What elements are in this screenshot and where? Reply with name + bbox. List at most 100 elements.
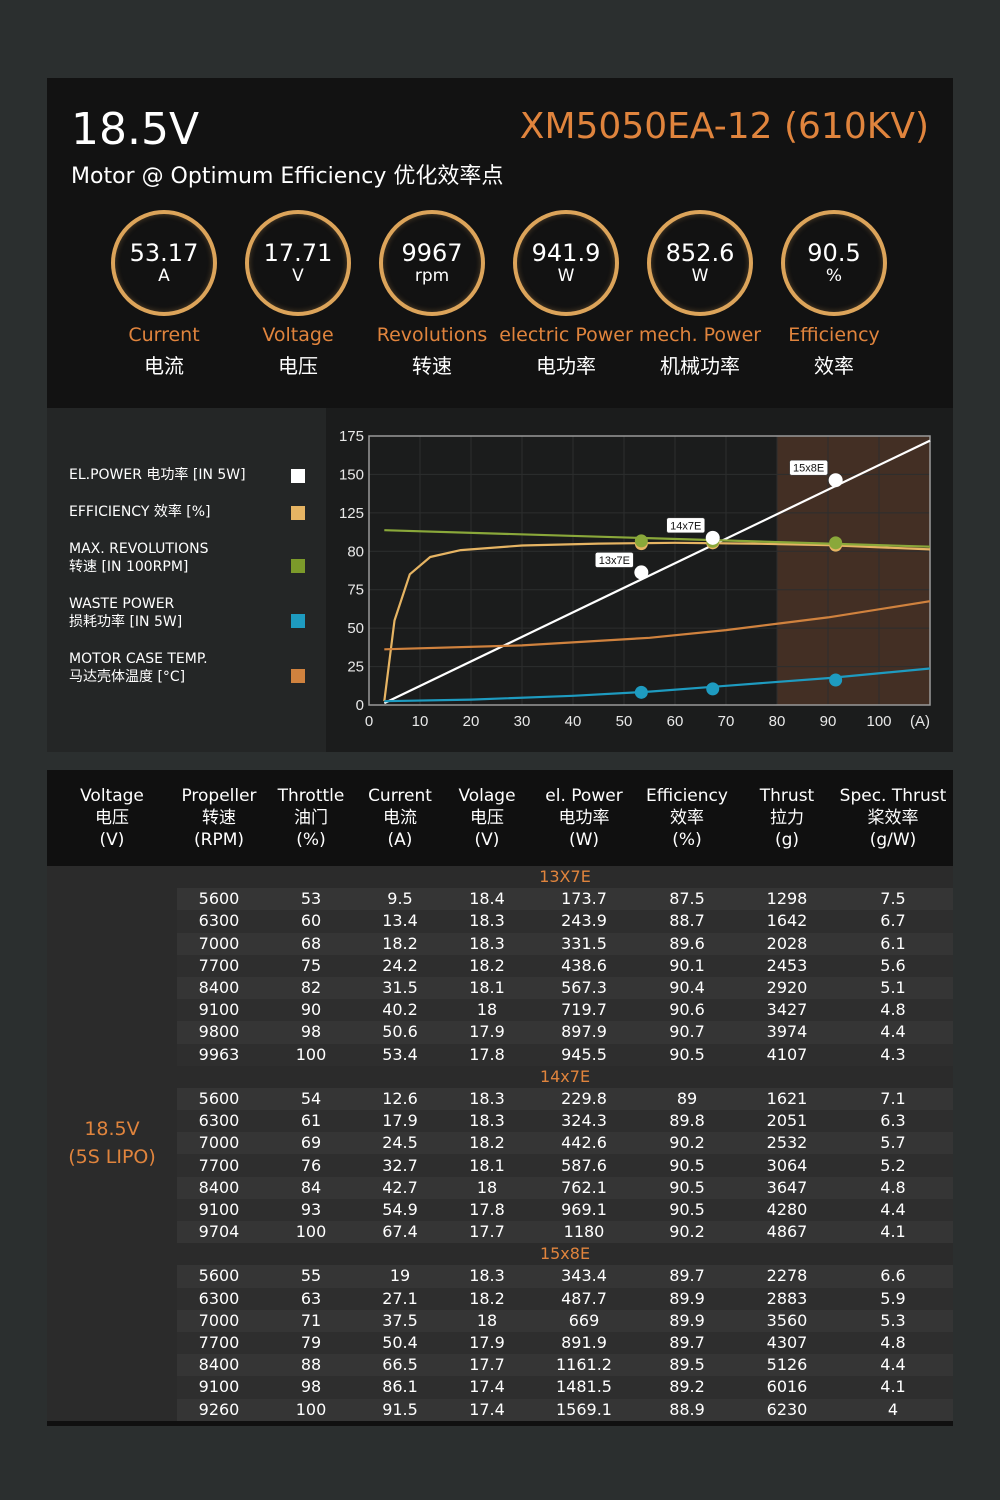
performance-table: Voltage 电压 (V) Propeller 转速 (RPM) Throttle 油门 (%… <box>47 770 953 1421</box>
table-cell: 5.1 <box>833 976 953 1000</box>
table-row: 5600 54 12.6 18.3 229.8 89 1621 7.1 <box>47 1087 953 1111</box>
table-cell: 68 <box>261 932 361 955</box>
table-cell: 2920 <box>741 976 833 1000</box>
table-cell: 438.6 <box>535 954 633 977</box>
y-tick-label: 75 <box>347 582 364 599</box>
column-header-unit: (W) <box>568 830 600 850</box>
y-tick-label: 25 <box>347 659 364 676</box>
legend-swatch <box>291 506 305 520</box>
metric-revolutions: 9967 rpm Revolutions 转速 <box>365 210 499 379</box>
table-cell: 587.6 <box>535 1154 633 1177</box>
metric-ring: 90.5 % <box>781 210 887 316</box>
metric-ring: 17.71 V <box>245 210 351 316</box>
table-cell: 243.9 <box>535 910 633 933</box>
column-header-cn: 拉力 <box>770 808 804 828</box>
legend-swatch <box>291 559 305 573</box>
table-cell: 324.3 <box>535 1110 633 1133</box>
table-cell: 19 <box>361 1265 439 1288</box>
metric-mech-power: 852.6 W mech. Power 机械功率 <box>633 210 767 379</box>
table-cell: 90 <box>261 999 361 1022</box>
metric-label-en: mech. Power <box>638 324 762 346</box>
table-cell: 90.4 <box>633 976 741 1000</box>
table-cell: 5.7 <box>833 1132 953 1155</box>
column-header-cn: 桨效率 <box>867 808 919 828</box>
table-cell: 5126 <box>741 1354 833 1377</box>
column-header-cn: 效率 <box>670 808 704 828</box>
table-cell: 9100 <box>177 999 261 1022</box>
data-point <box>634 565 649 580</box>
table-row: 8400 88 66.5 17.7 1161.2 89.5 5126 4.4 <box>47 1354 953 1377</box>
table-cell: 6016 <box>741 1376 833 1399</box>
table-cell: 442.6 <box>535 1132 633 1155</box>
table-cell: 98 <box>261 1021 361 1044</box>
column-header-unit: (g) <box>774 830 800 850</box>
column-header-cn: 电压 <box>470 808 504 828</box>
metric-label-en: Current <box>128 324 200 346</box>
table-row: 9100 98 86.1 17.4 1481.5 89.2 6016 4.1 <box>47 1376 953 1399</box>
legend-swatch <box>291 469 305 483</box>
table-cell: 331.5 <box>535 932 633 955</box>
series-line <box>383 541 931 702</box>
table-cell: 98 <box>261 1376 361 1399</box>
x-tick-label: 0 <box>365 713 373 730</box>
column-header-en: Voltage <box>80 786 144 806</box>
table-cell: 229.8 <box>535 1087 633 1111</box>
table-cell: 5.2 <box>833 1154 953 1177</box>
column-header-en: Volage <box>458 786 516 806</box>
metric-unit: W <box>557 266 575 286</box>
y-tick-label: 125 <box>339 505 364 522</box>
table-cell: 4280 <box>741 1198 833 1221</box>
table-cell: 897.9 <box>535 1021 633 1044</box>
column-header-unit: (V) <box>474 830 500 850</box>
table-cell: 1642 <box>741 910 833 933</box>
metric-label-cn: 机械功率 <box>660 354 740 378</box>
column-header-en: Spec. Thrust <box>839 786 947 806</box>
legend-label-cn: 损耗功率 [IN 5W] <box>69 614 183 630</box>
column-header: Efficiency 效率 (%) <box>633 770 741 866</box>
column-header-cn: 电压 <box>95 808 129 828</box>
table-cell: 4.4 <box>833 1354 953 1377</box>
table-cell: 75 <box>261 954 361 977</box>
table-cell: 7.5 <box>833 888 953 911</box>
legend-label: MAX. REVOLUTIONS <box>69 541 209 557</box>
table-cell: 17.7 <box>439 1221 535 1244</box>
propeller-group-name: 13X7E <box>177 866 953 889</box>
data-point <box>706 682 720 696</box>
table-cell: 90.5 <box>633 1043 741 1066</box>
table-cell: 6.6 <box>833 1265 953 1288</box>
metric-value: 53.17 <box>129 239 199 267</box>
table-cell: 66.5 <box>361 1354 439 1377</box>
table-cell: 89.7 <box>633 1331 741 1355</box>
x-axis-unit: (A) <box>910 713 930 730</box>
table-row: 7700 75 24.2 18.2 438.6 90.1 2453 5.6 <box>47 954 953 977</box>
x-tick-label: 20 <box>463 713 480 730</box>
table-cell: 90.5 <box>633 1154 741 1177</box>
table-cell: 18.2 <box>361 932 439 955</box>
table-row: 9260 100 91.5 17.4 1569.1 88.9 6230 4 <box>47 1398 953 1421</box>
legend-max-revolutions: MAX. REVOLUTIONS 转速 [IN 100RPM] <box>69 540 305 576</box>
table-cell: 2028 <box>741 932 833 955</box>
table-cell: 9800 <box>177 1021 261 1044</box>
x-tick-label: 10 <box>412 713 429 730</box>
performance-chart: 0 10 20 30 40 50 60 70 80 90 100 (A) 0 25 50 75 80 125 150… <box>326 408 953 752</box>
metric-unit: rpm <box>414 266 450 286</box>
table-cell: 18.3 <box>439 932 535 955</box>
table-row: 9704 100 67.4 17.7 1180 90.2 4867 4.1 <box>47 1221 953 1244</box>
data-point <box>634 685 648 699</box>
table-cell: 18 <box>439 1176 535 1199</box>
x-tick-label: 60 <box>667 713 684 730</box>
table-header-row: Voltage 电压 (V) Propeller 转速 (RPM) Throttle 油门 (%… <box>47 770 953 866</box>
voltage-value: 18.5V <box>84 1118 140 1141</box>
column-header-en: Propeller <box>181 786 257 806</box>
metric-current: 53.17 A Current 电流 <box>97 210 231 379</box>
propeller-label-box <box>789 459 828 476</box>
table-cell: 4.1 <box>833 1376 953 1399</box>
table-cell: 5600 <box>177 888 261 911</box>
metric-unit: W <box>691 266 709 286</box>
metric-unit: V <box>292 266 304 286</box>
table-cell: 18.2 <box>439 954 535 977</box>
y-tick-label: 175 <box>339 428 364 445</box>
table-cell: 93 <box>261 1198 361 1221</box>
table-cell: 17.4 <box>439 1376 535 1399</box>
table-cell: 8400 <box>177 1176 261 1199</box>
